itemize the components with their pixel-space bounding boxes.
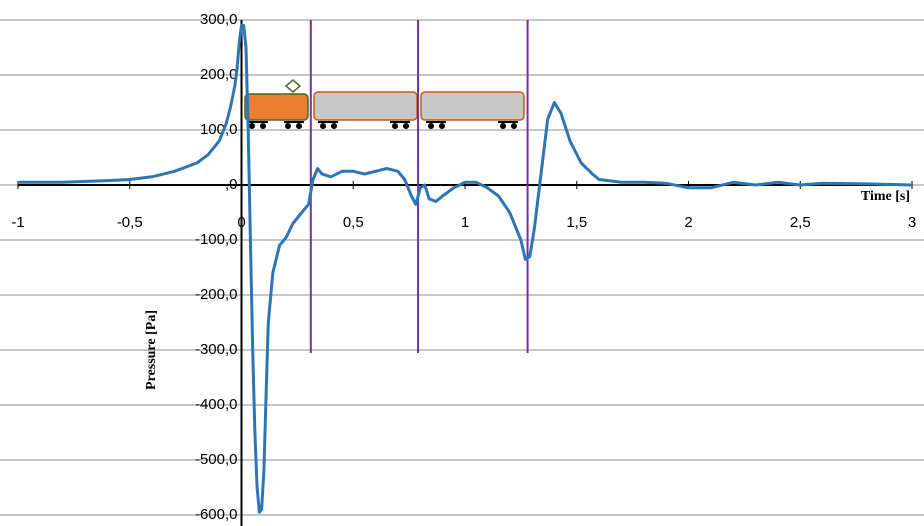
y-tick-label: -100,0	[195, 231, 238, 248]
x-tick-label: 1,5	[566, 214, 587, 231]
wheels	[248, 121, 518, 129]
y-tick-label: -200,0	[195, 286, 238, 303]
locomotive	[244, 93, 309, 121]
pressure-line	[18, 24, 913, 514]
x-tick-label: -0,5	[117, 214, 143, 231]
x-tick-label: 2	[684, 214, 692, 231]
x-axis-title: Time [s]	[861, 189, 910, 204]
pantograph	[284, 79, 302, 93]
wagon	[420, 91, 525, 121]
y-tick-label: 200,0	[200, 66, 238, 83]
x-tick-label: 3	[908, 214, 916, 231]
x-tick-label: -1	[11, 214, 24, 231]
y-tick-label: -400,0	[195, 396, 238, 413]
x-tick-label: 0,5	[343, 214, 364, 231]
y-axis-title: Pressure [Pa]	[144, 310, 159, 390]
y-tick-label: -600,0	[195, 506, 238, 523]
x-tick-label: 1	[461, 214, 469, 231]
y-tick-label: -500,0	[195, 451, 238, 468]
x-tick-label: 2,5	[790, 214, 811, 231]
y-tick-label: 300,0	[200, 11, 238, 28]
y-tick-label: -300,0	[195, 341, 238, 358]
train-illustration	[244, 79, 525, 129]
wagon	[313, 91, 418, 121]
y-tick-label: 100,0	[200, 121, 238, 138]
